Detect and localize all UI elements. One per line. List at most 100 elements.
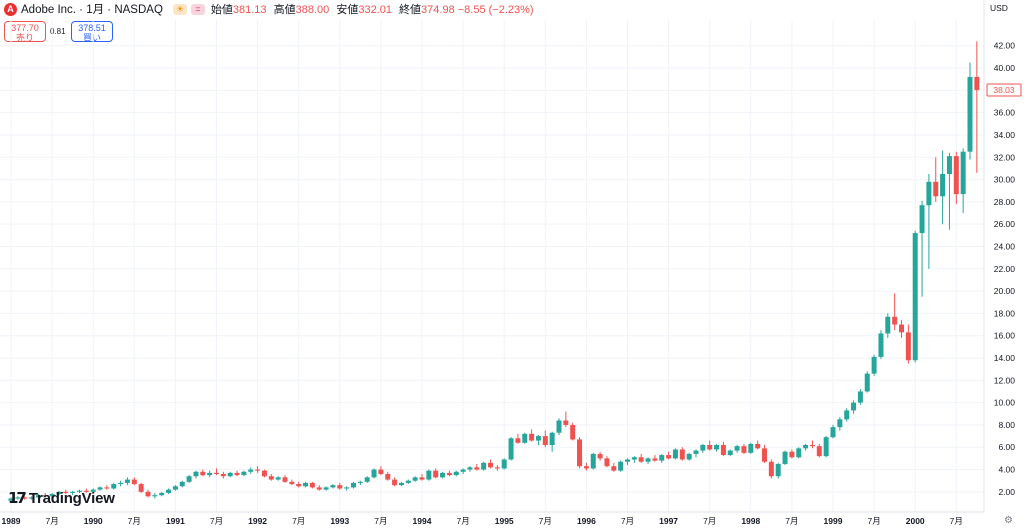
ohlc-readout: 始値381.13 高値388.00 安値332.01 終値374.98 −8.5…: [211, 1, 538, 17]
time-tick-label: 7月: [210, 516, 223, 526]
candle-body: [707, 445, 713, 450]
candle: [905, 324, 911, 364]
candle-body: [912, 233, 918, 361]
candle: [707, 440, 713, 451]
sun-icon[interactable]: ☀: [172, 3, 187, 15]
candle: [501, 458, 507, 470]
candle: [172, 485, 178, 491]
symbol-title[interactable]: Adobe Inc. · 1月 · NASDAQ: [21, 4, 163, 16]
candle: [974, 41, 980, 173]
candle: [563, 411, 569, 428]
equal-icon[interactable]: =: [190, 3, 205, 15]
time-tick-label: 7月: [621, 516, 634, 526]
price-tick-label: 30.00: [994, 175, 1016, 185]
candle: [179, 480, 185, 488]
candle-body: [97, 487, 103, 490]
candle: [275, 476, 281, 481]
time-tick-label: 7月: [456, 516, 469, 526]
candle-body: [494, 467, 500, 469]
currency-label[interactable]: USD: [990, 3, 1008, 13]
high-value: 388.00: [295, 4, 330, 16]
candle-body: [851, 402, 857, 411]
candle: [227, 471, 233, 478]
candle-body: [412, 477, 418, 481]
tradingview-logo[interactable]: 𝟭𝟳 TradingView: [8, 489, 115, 508]
price-tick-label: 8.00: [998, 420, 1015, 430]
price-tick-label: 42.00: [994, 41, 1016, 51]
candle-body: [453, 471, 459, 476]
candle-body: [597, 453, 603, 459]
candle: [296, 481, 302, 488]
candle-body: [474, 467, 480, 470]
candle-body: [508, 438, 514, 460]
price-tick-label: 16.00: [994, 331, 1016, 341]
candle: [570, 422, 576, 441]
candle: [755, 440, 761, 450]
candle: [590, 452, 596, 470]
spread-value: 0.81: [50, 27, 66, 36]
candle-body: [652, 458, 658, 461]
candle-body: [419, 477, 425, 480]
candle-body: [289, 481, 295, 485]
candle-body: [515, 438, 521, 443]
candle: [830, 424, 836, 439]
sell-price: 377.70: [11, 23, 39, 33]
candle: [131, 477, 137, 486]
time-tick-label: 1993: [330, 516, 349, 526]
low-label: 安値: [336, 4, 359, 16]
candle-body: [118, 482, 124, 485]
candle-body: [830, 427, 836, 438]
candle: [940, 150, 946, 225]
candle: [371, 468, 377, 479]
time-tick-label: 7月: [45, 516, 58, 526]
candle: [659, 453, 665, 463]
candle-body: [816, 446, 822, 457]
candle: [8, 497, 14, 502]
candle-body: [878, 333, 884, 357]
candle-body: [22, 497, 28, 499]
gear-icon[interactable]: ⚙: [1004, 515, 1013, 526]
time-tick-label: 1998: [741, 516, 760, 526]
candle: [289, 479, 295, 486]
candle: [611, 462, 617, 472]
candle-body: [138, 484, 144, 492]
candle-body: [323, 487, 329, 490]
candle-body: [864, 373, 870, 392]
candle: [309, 481, 315, 489]
candle-body: [296, 484, 302, 487]
sell-button[interactable]: 377.70 売り: [4, 21, 46, 43]
candle-body: [398, 482, 404, 486]
chart-header: A Adobe Inc. · 1月 · NASDAQ ☀ = 始値381.13 …: [0, 0, 538, 18]
close-label: 終値: [399, 4, 422, 16]
candle-body: [364, 477, 370, 482]
candle-body: [631, 457, 637, 460]
candle-body: [371, 469, 377, 478]
candle: [714, 443, 720, 452]
candle: [138, 482, 144, 493]
candle-body: [659, 455, 665, 461]
candle-body: [625, 459, 630, 462]
candle-body: [446, 472, 452, 476]
candle: [323, 486, 329, 491]
buy-price: 378.51: [78, 23, 106, 33]
candle: [556, 418, 562, 435]
candle: [255, 466, 261, 473]
candle: [118, 480, 124, 487]
candle-body: [583, 466, 589, 469]
candle: [672, 448, 678, 460]
last-price-box: [986, 83, 1022, 97]
buy-button[interactable]: 378.51 買い: [71, 21, 113, 43]
candle: [419, 474, 425, 481]
time-tick-label: 1994: [413, 516, 432, 526]
candle: [29, 496, 35, 500]
candle: [152, 492, 158, 499]
candle: [631, 456, 637, 463]
candles: [8, 41, 980, 502]
time-tick-label: 7月: [867, 516, 880, 526]
price-axis: 2.00 4.00 6.00 8.00 10.00 12.00 14.00 16.00 18.0…: [983, 0, 1022, 512]
candle: [453, 470, 459, 477]
candle-body: [460, 469, 466, 472]
candle: [104, 485, 110, 490]
price-tick-label: 4.00: [998, 465, 1015, 475]
